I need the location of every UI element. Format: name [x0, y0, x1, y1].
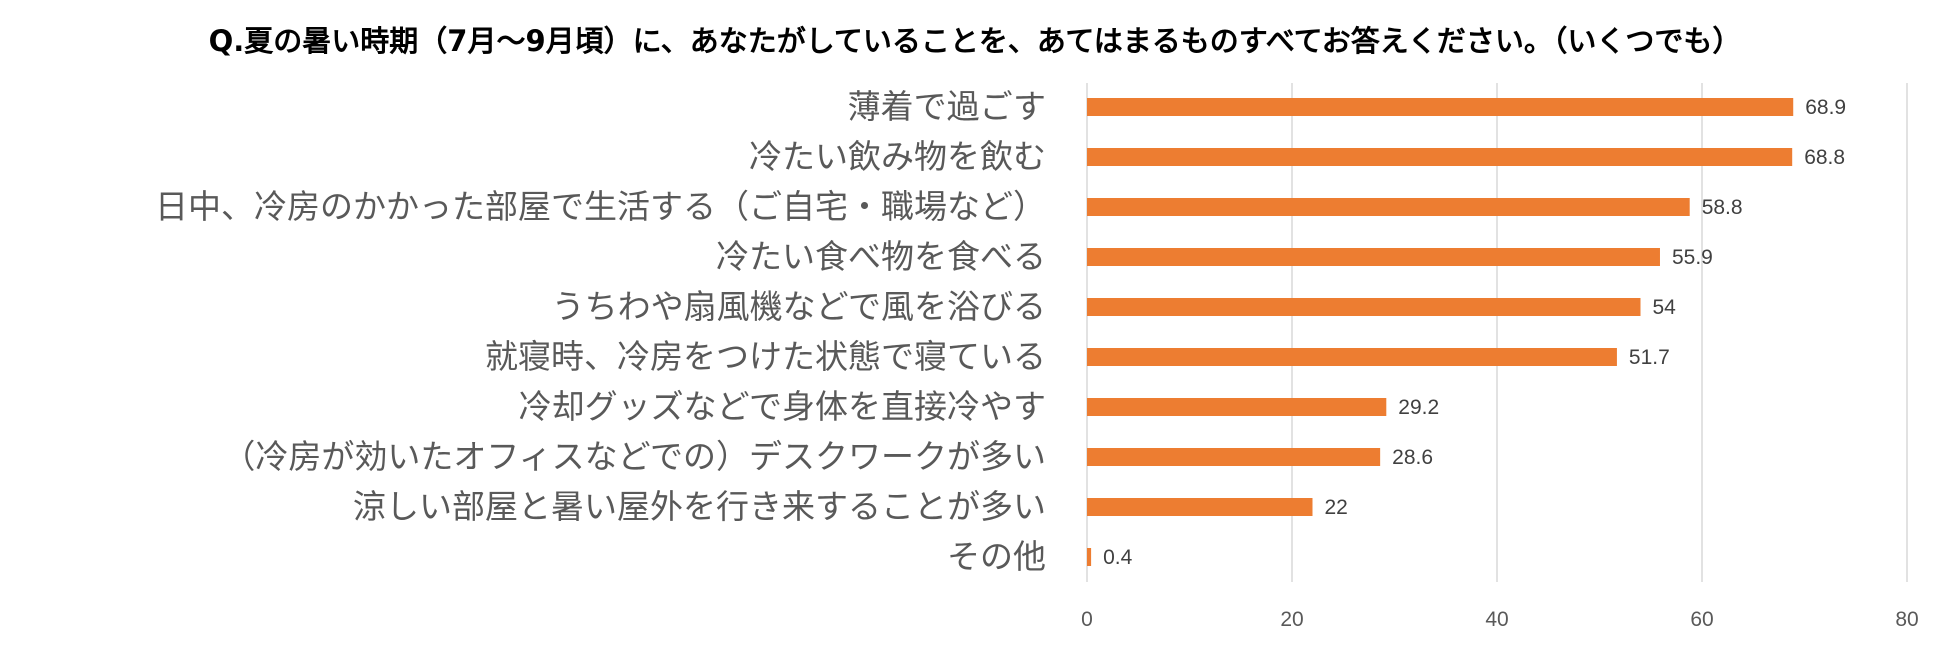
- category-label: 冷たい食べ物を食べる: [716, 237, 1046, 276]
- bar: [1087, 498, 1313, 516]
- data-label: 58.8: [1702, 196, 1743, 219]
- category-label: 日中、冷房のかかった部屋で生活する（ご自宅・職場など）: [155, 187, 1046, 226]
- x-tick-label: 20: [1280, 608, 1303, 631]
- bar: [1087, 448, 1381, 466]
- chart-title: Q.夏の暑い時期（7月～9月頃）に、あなたがしていることを、あてはまるものすべて…: [208, 24, 1742, 58]
- bar: [1087, 348, 1617, 366]
- category-label: 就寝時、冷房をつけた状態で寝ている: [485, 337, 1046, 376]
- category-label: 薄着で過ごす: [848, 87, 1046, 126]
- category-label: その他: [947, 537, 1046, 576]
- data-label: 55.9: [1672, 246, 1713, 269]
- x-tick-label: 0: [1081, 608, 1093, 631]
- data-label: 22: [1325, 496, 1348, 519]
- bars: [1087, 98, 1794, 566]
- bar: [1087, 198, 1690, 216]
- bar: [1087, 298, 1641, 316]
- category-label: 涼しい部屋と暑い屋外を行き来することが多い: [353, 487, 1046, 526]
- data-label: 68.8: [1804, 146, 1845, 169]
- data-label: 68.9: [1805, 96, 1846, 119]
- data-label: 54: [1653, 296, 1677, 319]
- data-label: 28.6: [1392, 446, 1433, 469]
- category-label: うちわや扇風機などで風を浴びる: [552, 287, 1046, 326]
- bar: [1087, 398, 1387, 416]
- category-label: （冷房が効いたオフィスなどでの）デスクワークが多い: [222, 437, 1046, 476]
- data-label: 29.2: [1398, 396, 1439, 419]
- bar: [1087, 98, 1794, 116]
- category-label: 冷却グッズなどで身体を直接冷やす: [519, 387, 1046, 426]
- x-axis-tick-labels: 0 20 40 60 80: [1081, 608, 1919, 631]
- data-label: 0.4: [1103, 546, 1133, 569]
- bar: [1087, 248, 1660, 266]
- data-label: 51.7: [1629, 346, 1670, 369]
- category-labels: 薄着で過ごす冷たい飲み物を飲む日中、冷房のかかった部屋で生活する（ご自宅・職場な…: [155, 87, 1046, 576]
- category-label: 冷たい飲み物を飲む: [749, 137, 1046, 176]
- bar: [1087, 148, 1793, 166]
- x-tick-label: 60: [1690, 608, 1713, 631]
- x-tick-label: 80: [1895, 608, 1918, 631]
- x-tick-label: 40: [1485, 608, 1508, 631]
- value-labels: 68.9 68.8 58.8 55.9 54 51.7 29.2 28.6 22 0.4: [1103, 96, 1846, 569]
- bar: [1087, 548, 1092, 566]
